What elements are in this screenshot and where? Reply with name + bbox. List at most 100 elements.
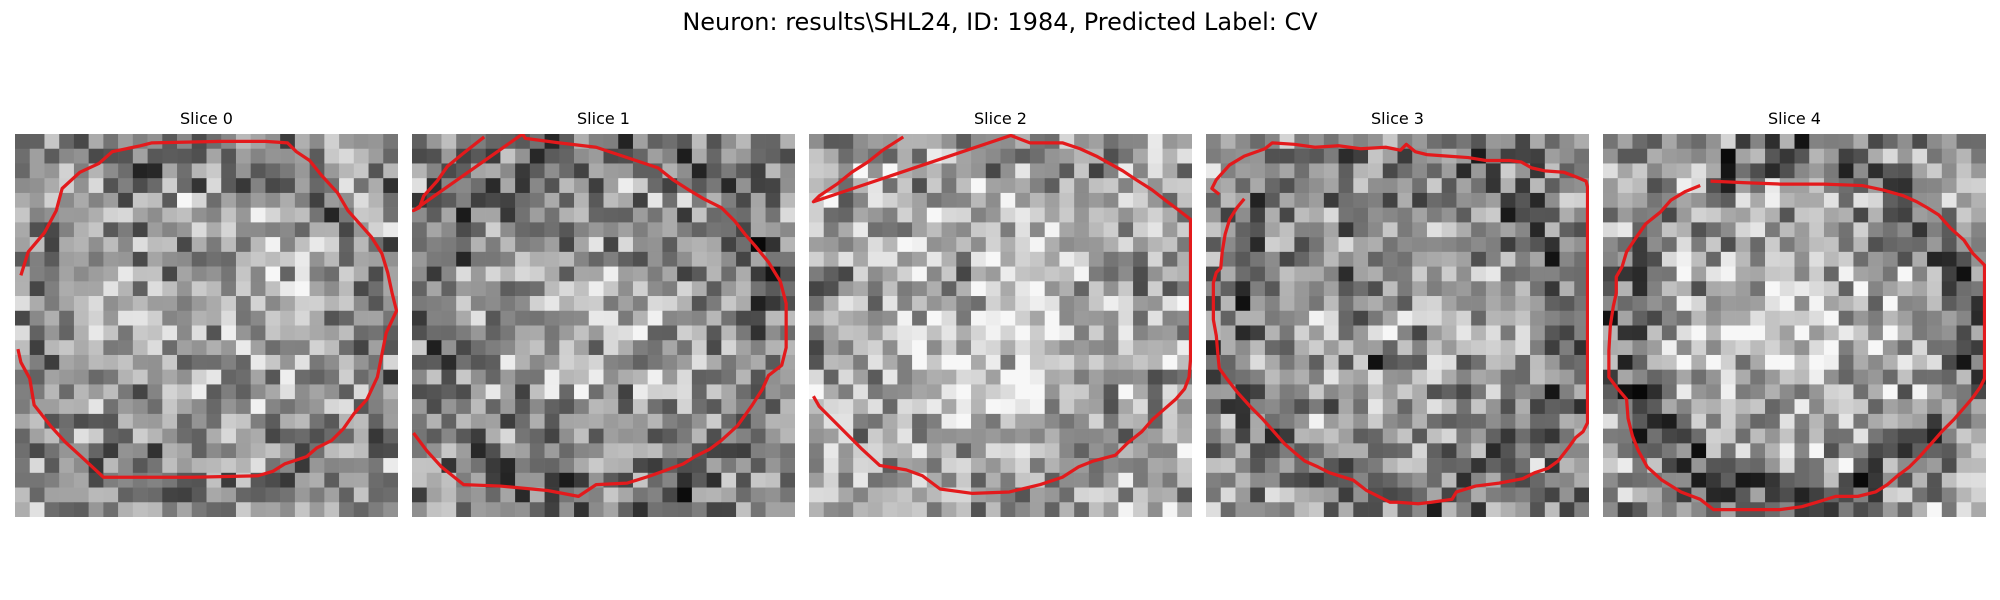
pixel bbox=[1147, 148, 1163, 164]
pixel bbox=[1088, 340, 1104, 356]
pixel bbox=[1353, 502, 1369, 517]
pixel bbox=[1647, 369, 1663, 385]
pixel bbox=[206, 443, 222, 459]
pixel bbox=[1897, 458, 1913, 474]
pixel bbox=[1294, 207, 1310, 223]
pixel bbox=[1177, 310, 1192, 326]
pixel bbox=[1750, 369, 1766, 385]
pixel bbox=[574, 207, 590, 223]
pixel bbox=[529, 222, 545, 238]
pixel bbox=[1382, 458, 1398, 474]
pixel bbox=[177, 428, 193, 444]
pixel bbox=[1779, 428, 1795, 444]
pixel bbox=[1382, 251, 1398, 267]
pixel bbox=[1882, 487, 1898, 503]
pixel bbox=[235, 310, 251, 326]
pixel bbox=[1779, 458, 1795, 474]
pixel bbox=[1676, 340, 1692, 356]
pixel bbox=[118, 296, 134, 312]
pixel bbox=[1279, 428, 1295, 444]
pixel bbox=[662, 369, 678, 385]
pixel bbox=[956, 251, 972, 267]
pixel bbox=[1382, 325, 1398, 341]
pixel bbox=[1544, 354, 1560, 370]
pixel bbox=[1956, 487, 1972, 503]
pixel bbox=[1691, 296, 1707, 312]
pixel bbox=[1912, 296, 1928, 312]
pixel bbox=[647, 222, 663, 238]
pixel bbox=[132, 178, 148, 194]
pixel bbox=[1750, 310, 1766, 326]
pixel bbox=[177, 310, 193, 326]
pixel bbox=[1912, 310, 1928, 326]
pixel bbox=[383, 399, 398, 415]
pixel bbox=[1500, 458, 1516, 474]
slice-panel-1: Slice 1 bbox=[412, 108, 795, 517]
pixel bbox=[1103, 354, 1119, 370]
pixel bbox=[677, 399, 693, 415]
pixel bbox=[1971, 502, 1986, 517]
pixel bbox=[1426, 384, 1442, 400]
pixel bbox=[1133, 207, 1149, 223]
pixel bbox=[1294, 384, 1310, 400]
pixel bbox=[1309, 340, 1325, 356]
pixel bbox=[1897, 134, 1913, 150]
pixel bbox=[1515, 502, 1531, 517]
pixel bbox=[412, 310, 428, 326]
pixel bbox=[162, 148, 178, 164]
pixel bbox=[1706, 458, 1722, 474]
pixel bbox=[324, 502, 340, 517]
pixel bbox=[1074, 413, 1090, 429]
pixel bbox=[339, 310, 355, 326]
pixel bbox=[867, 325, 883, 341]
pixel bbox=[1617, 222, 1633, 238]
pixel bbox=[1632, 192, 1648, 208]
pixel bbox=[632, 207, 648, 223]
pixel bbox=[618, 281, 634, 297]
pixel bbox=[1118, 251, 1134, 267]
pixel bbox=[456, 413, 472, 429]
pixel bbox=[1397, 207, 1413, 223]
pixel bbox=[853, 428, 869, 444]
pixel bbox=[1882, 354, 1898, 370]
pixel bbox=[1412, 413, 1428, 429]
pixel bbox=[1059, 192, 1075, 208]
pixel bbox=[985, 443, 1001, 459]
pixel bbox=[1294, 148, 1310, 164]
pixel bbox=[177, 325, 193, 341]
pixel bbox=[647, 192, 663, 208]
pixel bbox=[1750, 458, 1766, 474]
pixel bbox=[235, 251, 251, 267]
pixel bbox=[324, 207, 340, 223]
pixel bbox=[1661, 340, 1677, 356]
pixel bbox=[632, 487, 648, 503]
pixel bbox=[1059, 487, 1075, 503]
pixel bbox=[588, 237, 604, 253]
pixel bbox=[1074, 340, 1090, 356]
pixel bbox=[574, 281, 590, 297]
pixel bbox=[956, 428, 972, 444]
pixel bbox=[618, 340, 634, 356]
pixel bbox=[59, 384, 75, 400]
pixel bbox=[1177, 237, 1192, 253]
pixel bbox=[1015, 428, 1031, 444]
pixel bbox=[721, 325, 737, 341]
pixel bbox=[1956, 296, 1972, 312]
pixel bbox=[383, 163, 398, 179]
pixel bbox=[1750, 413, 1766, 429]
pixel bbox=[191, 487, 207, 503]
pixel bbox=[221, 178, 237, 194]
pixel bbox=[809, 281, 825, 297]
pixel bbox=[1691, 281, 1707, 297]
pixel bbox=[1074, 310, 1090, 326]
pixel bbox=[574, 458, 590, 474]
pixel bbox=[1676, 369, 1692, 385]
pixel bbox=[1941, 458, 1957, 474]
pixel bbox=[1044, 384, 1060, 400]
pixel bbox=[441, 413, 457, 429]
pixel bbox=[926, 487, 942, 503]
pixel bbox=[1750, 192, 1766, 208]
pixel bbox=[1765, 222, 1781, 238]
pixel bbox=[603, 134, 619, 150]
pixel bbox=[1279, 237, 1295, 253]
